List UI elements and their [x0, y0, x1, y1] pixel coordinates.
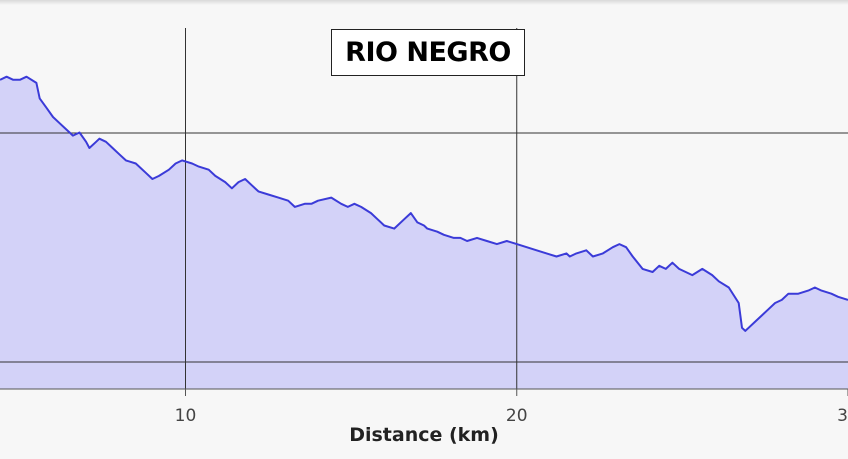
- x-axis-title: Distance (km): [349, 424, 499, 446]
- top-shadow: [0, 0, 848, 5]
- plot-area: 10 20 30: [0, 28, 848, 426]
- x-tick-label-30: 30: [837, 406, 848, 426]
- elevation-line: [0, 75, 848, 332]
- chart-title: RIO NEGRO: [345, 37, 511, 68]
- x-tick-label-10: 10: [175, 406, 197, 426]
- elevation-area: [0, 76, 848, 389]
- x-tick-label-20: 20: [506, 406, 528, 426]
- chart-title-box: RIO NEGRO: [331, 29, 525, 76]
